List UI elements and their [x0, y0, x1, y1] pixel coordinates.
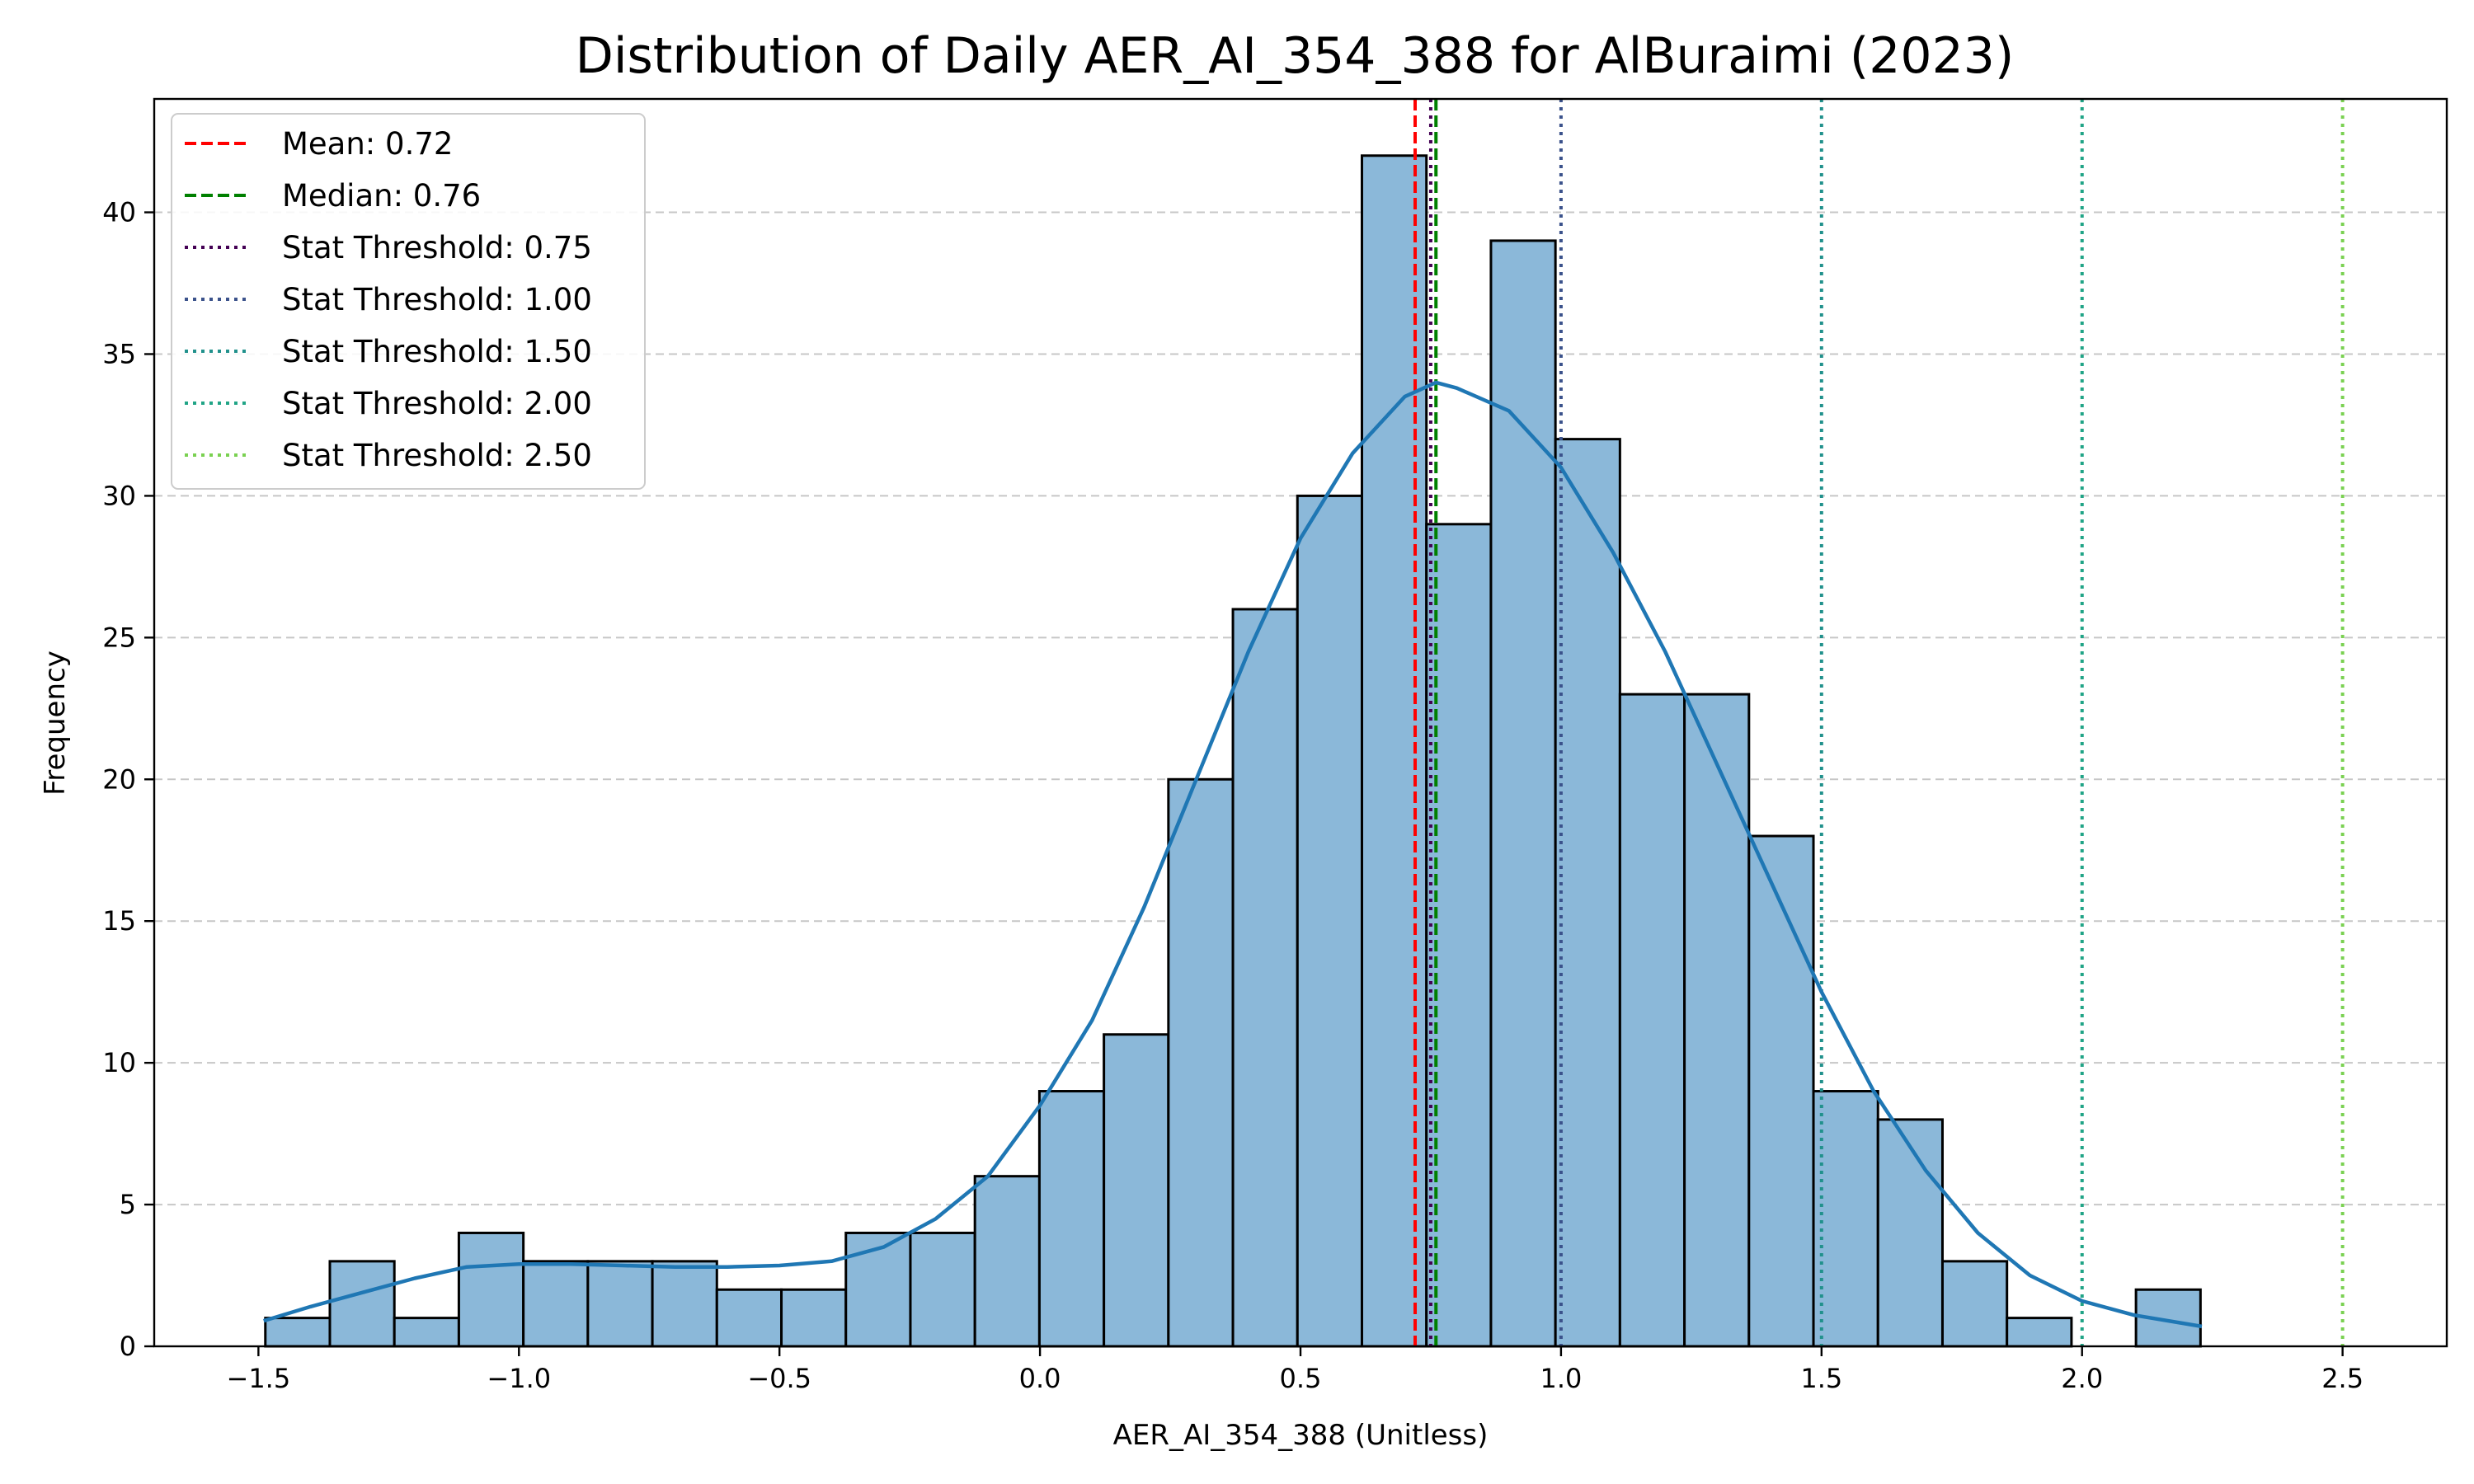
- reference-lines: [1413, 99, 2345, 1346]
- histogram-bar: [1037, 1090, 1106, 1348]
- legend-entry: Median: 0.76: [282, 178, 481, 214]
- histogram-bar: [1812, 1090, 1879, 1348]
- histogram-bars: [264, 154, 2202, 1348]
- histogram-bar: [1683, 693, 1751, 1348]
- x-tick-label: 0.0: [1019, 1363, 1061, 1394]
- x-tick-label: 0.5: [1280, 1363, 1322, 1394]
- histogram-bar: [264, 1317, 332, 1348]
- y-axis-label: Frequency: [39, 650, 72, 796]
- histogram-bar: [1231, 608, 1299, 1348]
- histogram-bar: [1940, 1260, 2009, 1348]
- legend-entry: Stat Threshold: 1.00: [282, 282, 592, 317]
- legend-entry: Stat Threshold: 0.75: [282, 230, 592, 265]
- y-tick-label: 25: [102, 622, 136, 653]
- kde-line: [263, 380, 2203, 1329]
- y-axis-ticks: 0 5 10 15 20 25 30 35 40: [102, 197, 154, 1362]
- x-axis-label: AER_AI_354_388 (Unitless): [1113, 1419, 1489, 1452]
- histogram-bar: [973, 1175, 1041, 1348]
- y-tick-label: 0: [120, 1331, 136, 1362]
- histogram-bar: [457, 1231, 525, 1348]
- y-tick-label: 10: [102, 1047, 136, 1078]
- y-tick-label: 20: [102, 763, 136, 795]
- histogram-bar: [586, 1260, 654, 1348]
- x-tick-label: 1.0: [1540, 1363, 1582, 1394]
- chart-title: Distribution of Daily AER_AI_354_388 for…: [576, 27, 2015, 85]
- legend-entry: Stat Threshold: 1.50: [282, 334, 592, 369]
- x-tick-label: 1.5: [1800, 1363, 1842, 1394]
- legend-entry: Mean: 0.72: [282, 126, 453, 162]
- histogram-bar: [522, 1260, 590, 1348]
- legend-box: [171, 113, 646, 490]
- y-tick-label: 35: [102, 338, 136, 369]
- histogram-bar: [393, 1317, 460, 1348]
- histogram-bar: [328, 1260, 396, 1348]
- histogram-bar: [1296, 494, 1363, 1348]
- histogram-bar: [1747, 834, 1815, 1348]
- histogram-bar: [1618, 693, 1686, 1348]
- histogram-bar: [1103, 1033, 1170, 1348]
- x-tick-label: −0.5: [747, 1363, 811, 1394]
- histogram-bar: [909, 1231, 976, 1348]
- x-tick-label: −1.0: [487, 1363, 551, 1394]
- x-axis-ticks: −1.5 −1.0 −0.5 0.0 0.5 1.0 1.5 2.0 2.5: [227, 1346, 2363, 1394]
- y-tick-label: 15: [102, 905, 136, 937]
- histogram-bar: [2006, 1317, 2073, 1348]
- legend-entry: Stat Threshold: 2.50: [282, 438, 592, 473]
- legend-entry: Stat Threshold: 2.00: [282, 386, 592, 421]
- histogram-bar: [651, 1260, 718, 1348]
- kde-curve: [263, 380, 2203, 1329]
- y-tick-label: 5: [120, 1189, 136, 1220]
- y-tick-label: 40: [102, 197, 136, 228]
- histogram-bar: [715, 1288, 783, 1348]
- x-tick-label: −1.5: [227, 1363, 291, 1394]
- y-tick-label: 30: [102, 480, 136, 511]
- x-tick-label: 2.0: [2061, 1363, 2103, 1394]
- histogram-bar: [780, 1288, 848, 1348]
- histogram-bar: [1167, 777, 1235, 1348]
- histogram-bar: [844, 1231, 912, 1348]
- x-tick-label: 2.5: [2321, 1363, 2363, 1394]
- legend: Mean: 0.72 Median: 0.76 Stat Threshold: 0.…: [171, 113, 646, 490]
- histogram-bar: [1876, 1118, 1944, 1348]
- histogram-bar: [1554, 438, 1621, 1348]
